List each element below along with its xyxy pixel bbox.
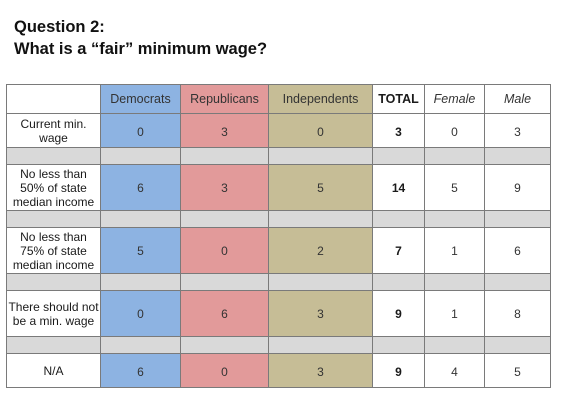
cell-independents: 5 xyxy=(268,164,373,211)
separator-row xyxy=(6,210,551,228)
separator-cell xyxy=(6,336,101,354)
cell-female: 0 xyxy=(424,113,485,148)
cell-independents: 3 xyxy=(268,290,373,337)
row-label: No less than 50% of state median income xyxy=(6,164,101,211)
cell-democrats: 6 xyxy=(100,164,181,211)
separator-row xyxy=(6,273,551,291)
cell-total: 7 xyxy=(372,227,425,274)
cell-total: 14 xyxy=(372,164,425,211)
separator-cell xyxy=(180,273,269,291)
cell-republicans: 6 xyxy=(180,290,269,337)
header-total: TOTAL xyxy=(372,84,425,114)
cell-female: 4 xyxy=(424,353,485,388)
cell-female: 5 xyxy=(424,164,485,211)
cell-total: 3 xyxy=(372,113,425,148)
cell-total: 9 xyxy=(372,290,425,337)
header-democrats: Democrats xyxy=(100,84,181,114)
header-republicans: Republicans xyxy=(180,84,269,114)
chart-title: Question 2: What is a “fair” minimum wag… xyxy=(14,16,267,60)
cell-male: 6 xyxy=(484,227,551,274)
cell-democrats: 0 xyxy=(100,113,181,148)
cell-female: 1 xyxy=(424,227,485,274)
separator-cell xyxy=(424,147,485,165)
separator-cell xyxy=(180,210,269,228)
row-label: N/A xyxy=(6,353,101,388)
cell-republicans: 0 xyxy=(180,353,269,388)
separator-cell xyxy=(424,273,485,291)
cell-independents: 0 xyxy=(268,113,373,148)
header-female: Female xyxy=(424,84,485,114)
separator-cell xyxy=(268,273,373,291)
separator-cell xyxy=(100,336,181,354)
separator-cell xyxy=(372,147,425,165)
table-row: No less than 50% of state median income … xyxy=(6,164,551,211)
table-row: There should not be a min. wage 0 6 3 9 … xyxy=(6,290,551,337)
header-corner xyxy=(6,84,101,114)
separator-cell xyxy=(268,336,373,354)
separator-cell xyxy=(484,273,551,291)
separator-cell xyxy=(6,147,101,165)
table-row: Current min. wage 0 3 0 3 0 3 xyxy=(6,113,551,148)
header-male: Male xyxy=(484,84,551,114)
separator-cell xyxy=(372,273,425,291)
separator-cell xyxy=(484,147,551,165)
cell-male: 3 xyxy=(484,113,551,148)
row-label: Current min. wage xyxy=(6,113,101,148)
cell-independents: 3 xyxy=(268,353,373,388)
separator-cell xyxy=(372,210,425,228)
cell-male: 8 xyxy=(484,290,551,337)
separator-cell xyxy=(100,147,181,165)
row-label: There should not be a min. wage xyxy=(6,290,101,337)
separator-cell xyxy=(100,273,181,291)
separator-row xyxy=(6,147,551,165)
separator-cell xyxy=(180,336,269,354)
cell-democrats: 6 xyxy=(100,353,181,388)
separator-cell xyxy=(268,147,373,165)
separator-cell xyxy=(100,210,181,228)
cell-democrats: 0 xyxy=(100,290,181,337)
separator-cell xyxy=(484,336,551,354)
results-table: Democrats Republicans Independents TOTAL… xyxy=(6,84,551,388)
cell-democrats: 5 xyxy=(100,227,181,274)
row-label: No less than 75% of state median income xyxy=(6,227,101,274)
separator-cell xyxy=(268,210,373,228)
separator-cell xyxy=(180,147,269,165)
title-line-1: Question 2: xyxy=(14,18,105,36)
cell-male: 9 xyxy=(484,164,551,211)
separator-cell xyxy=(484,210,551,228)
header-row: Democrats Republicans Independents TOTAL… xyxy=(6,84,551,114)
cell-male: 5 xyxy=(484,353,551,388)
cell-independents: 2 xyxy=(268,227,373,274)
cell-republicans: 0 xyxy=(180,227,269,274)
separator-cell xyxy=(424,336,485,354)
title-line-2: What is a “fair” minimum wage? xyxy=(14,40,268,58)
separator-cell xyxy=(424,210,485,228)
separator-cell xyxy=(372,336,425,354)
table-row: N/A 6 0 3 9 4 5 xyxy=(6,353,551,388)
table-row: No less than 75% of state median income … xyxy=(6,227,551,274)
separator-cell xyxy=(6,273,101,291)
cell-female: 1 xyxy=(424,290,485,337)
separator-row xyxy=(6,336,551,354)
header-independents: Independents xyxy=(268,84,373,114)
separator-cell xyxy=(6,210,101,228)
cell-total: 9 xyxy=(372,353,425,388)
cell-republicans: 3 xyxy=(180,113,269,148)
cell-republicans: 3 xyxy=(180,164,269,211)
